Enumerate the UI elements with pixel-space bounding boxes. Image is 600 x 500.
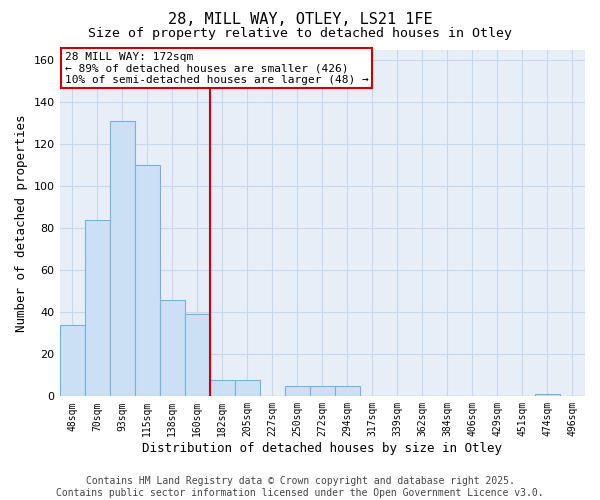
X-axis label: Distribution of detached houses by size in Otley: Distribution of detached houses by size …	[142, 442, 502, 455]
Bar	[235, 380, 260, 396]
Bar	[335, 386, 360, 396]
Bar	[134, 166, 160, 396]
Y-axis label: Number of detached properties: Number of detached properties	[15, 114, 28, 332]
Bar	[85, 220, 110, 396]
Text: 28 MILL WAY: 172sqm
← 89% of detached houses are smaller (426)
10% of semi-detac: 28 MILL WAY: 172sqm ← 89% of detached ho…	[65, 52, 368, 85]
Text: 28, MILL WAY, OTLEY, LS21 1FE: 28, MILL WAY, OTLEY, LS21 1FE	[167, 12, 433, 28]
Bar	[110, 122, 134, 396]
Bar	[310, 386, 335, 396]
Bar	[160, 300, 185, 396]
Text: Size of property relative to detached houses in Otley: Size of property relative to detached ho…	[88, 28, 512, 40]
Bar	[209, 380, 235, 396]
Text: Contains HM Land Registry data © Crown copyright and database right 2025.
Contai: Contains HM Land Registry data © Crown c…	[56, 476, 544, 498]
Bar	[535, 394, 560, 396]
Bar	[285, 386, 310, 396]
Bar	[185, 314, 209, 396]
Bar	[59, 325, 85, 396]
